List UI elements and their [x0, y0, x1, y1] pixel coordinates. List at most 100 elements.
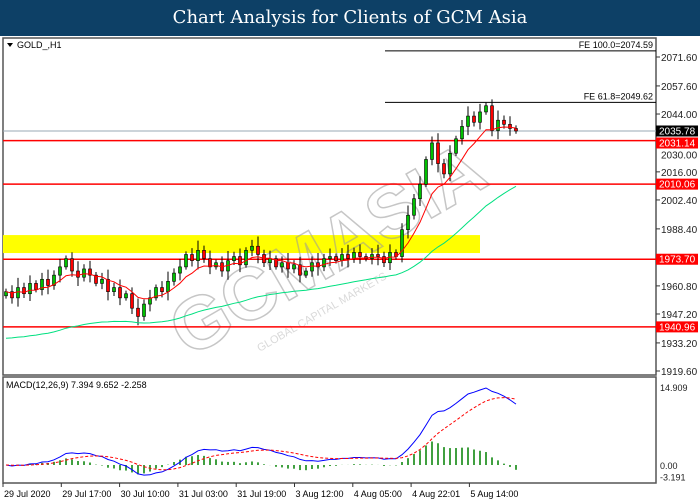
- macd-tick-label: -3.191: [660, 473, 686, 483]
- time-tick-label: 31 Jul 19:00: [237, 489, 286, 499]
- price-tick-label: 2002.40: [661, 196, 698, 207]
- price-tick-label: 1919.60: [661, 367, 698, 378]
- candle: [124, 293, 128, 299]
- candle: [382, 256, 386, 264]
- candle: [52, 274, 56, 286]
- candle: [214, 262, 218, 268]
- candle: [106, 278, 110, 292]
- candle: [280, 262, 284, 268]
- candle: [16, 287, 20, 299]
- candle: [424, 159, 428, 185]
- time-tick-label: 4 Aug 22:01: [412, 489, 460, 499]
- level-label: 1940.96: [659, 322, 696, 333]
- candle: [232, 256, 236, 261]
- macd-line: [5, 387, 517, 476]
- candle: [76, 270, 80, 278]
- candle: [130, 293, 134, 309]
- price-tick-label: 2071.60: [661, 53, 698, 64]
- candle: [148, 297, 152, 305]
- macd-panel: [2, 376, 657, 484]
- fibo-label: FE 100.0=2074.59: [579, 40, 653, 50]
- candle: [178, 266, 182, 274]
- macd-tick-label: 14.909: [660, 383, 688, 393]
- time-tick-label: 29 Jul 2020: [4, 489, 51, 499]
- candle: [172, 272, 176, 282]
- candle: [70, 258, 74, 272]
- candle: [430, 142, 434, 160]
- candle: [334, 256, 338, 261]
- level-tag: [656, 137, 698, 149]
- candle: [292, 264, 296, 270]
- candle: [118, 287, 122, 299]
- candle: [472, 115, 476, 123]
- macd-signal-line: [5, 397, 517, 471]
- level-label: 2031.14: [659, 138, 696, 149]
- candle: [298, 264, 302, 276]
- candle: [436, 142, 440, 164]
- fibo-label: FE 61.8=2049.62: [584, 91, 653, 101]
- fast-moving-average-line: [5, 126, 517, 300]
- level-label: 2010.06: [659, 180, 696, 191]
- candle: [286, 262, 290, 270]
- time-tick-label: 5 Aug 14:00: [470, 489, 518, 499]
- candle: [460, 126, 464, 140]
- candle: [484, 105, 488, 113]
- price-tick-label: 1960.80: [661, 282, 698, 293]
- candle: [58, 266, 62, 276]
- candle: [100, 278, 104, 284]
- candle: [328, 256, 332, 259]
- time-tick-label: 30 Jul 10:00: [121, 489, 170, 499]
- candle: [64, 258, 68, 268]
- candle: [478, 111, 482, 123]
- candle: [454, 138, 458, 154]
- candle: [142, 303, 146, 317]
- level-tag: [656, 253, 698, 265]
- slow-moving-average-line: [5, 185, 517, 339]
- candle: [370, 254, 374, 259]
- candle: [490, 105, 494, 131]
- price-tick-label: 2030.00: [661, 150, 698, 161]
- candle: [418, 183, 422, 200]
- time-tick-label: 29 Jul 17:00: [62, 489, 111, 499]
- candle: [112, 287, 116, 292]
- candle: [82, 268, 86, 278]
- candle: [346, 254, 350, 259]
- candle: [46, 278, 50, 286]
- candle: [406, 214, 410, 230]
- candle: [502, 119, 506, 125]
- current-price-tag: [656, 125, 698, 137]
- macd-tick-label: 0.00: [660, 461, 678, 471]
- candle: [184, 254, 188, 268]
- candle: [508, 124, 512, 129]
- price-tick-label: 2057.60: [661, 82, 698, 93]
- candle: [166, 281, 170, 292]
- candle: [250, 245, 254, 251]
- time-tick-label: 31 Jul 03:00: [179, 489, 228, 499]
- candle: [190, 254, 194, 261]
- level-tag: [656, 178, 698, 190]
- time-tick-label: 3 Aug 12:00: [296, 489, 344, 499]
- candle: [88, 268, 92, 276]
- price-tick-label: 2016.00: [661, 168, 698, 179]
- price-tick-label: 1988.40: [661, 225, 698, 236]
- dropdown-triangle-icon: [7, 43, 13, 47]
- candle: [154, 287, 158, 299]
- price-tick-label: 2044.00: [661, 110, 698, 121]
- price-tick-label: 1933.20: [661, 339, 698, 350]
- candle: [196, 250, 200, 261]
- candle: [136, 307, 140, 317]
- current-price-label: 2035.78: [659, 126, 696, 137]
- candle: [34, 283, 38, 290]
- macd-label: MACD(12,26,9) 7.394 9.652 -2.258: [6, 380, 147, 390]
- candle: [40, 278, 44, 290]
- level-label: 1973.70: [659, 255, 696, 266]
- candle: [94, 274, 98, 284]
- time-tick-label: 4 Aug 05:00: [354, 489, 402, 499]
- level-tag: [656, 321, 698, 333]
- candle: [322, 258, 326, 268]
- page-title: Chart Analysis for Clients of GCM Asia: [0, 0, 700, 36]
- candle: [22, 287, 26, 295]
- candle: [442, 163, 446, 175]
- candle: [4, 291, 8, 297]
